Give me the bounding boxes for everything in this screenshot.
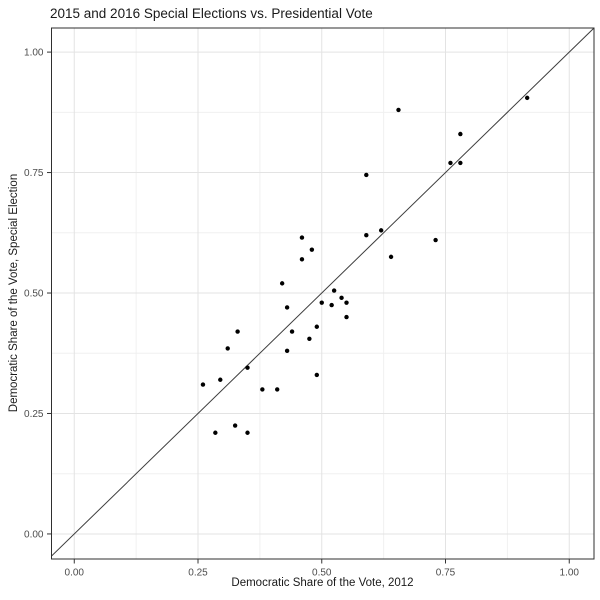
data-point: [245, 365, 250, 370]
x-tick-label: 0.25: [188, 568, 208, 579]
data-point: [458, 160, 463, 166]
data-point: [245, 430, 250, 435]
y-tick-label: 0.25: [24, 409, 44, 420]
data-point: [344, 314, 349, 320]
data-point: [329, 302, 334, 308]
y-tick-label: 1.00: [24, 48, 44, 59]
data-point: [309, 247, 315, 252]
identity-reference-line: [51, 28, 594, 557]
data-point: [299, 235, 305, 240]
data-point: [388, 254, 394, 260]
y-axis-title: Democratic Share of the Vote, Special El…: [8, 173, 20, 413]
chart-title: 2015 and 2016 Special Elections vs. Pres…: [50, 6, 373, 21]
data-point: [275, 387, 280, 392]
y-tick-label: 0.75: [24, 168, 44, 179]
data-points: [200, 95, 530, 435]
x-tick-label: 0.75: [436, 568, 456, 579]
data-point: [331, 288, 337, 293]
x-tick-label: 0.50: [312, 568, 332, 579]
x-axis-title: Democratic Share of the Vote, 2012: [231, 577, 414, 589]
data-point: [218, 377, 223, 382]
x-tick-label: 1.00: [560, 568, 580, 579]
data-point: [448, 160, 453, 166]
data-point: [339, 295, 344, 301]
data-point: [364, 172, 369, 178]
data-point: [299, 257, 305, 262]
data-point: [314, 324, 320, 329]
data-point: [232, 423, 238, 428]
x-tick-label: 0.00: [65, 568, 85, 579]
data-point: [279, 281, 285, 286]
data-point: [225, 346, 230, 351]
data-point: [433, 237, 438, 243]
data-point: [364, 232, 369, 238]
data-point: [524, 95, 530, 101]
data-point: [213, 430, 218, 435]
data-point: [314, 372, 320, 378]
data-point: [289, 329, 295, 334]
data-point: [307, 336, 312, 341]
data-point: [378, 228, 384, 233]
data-point: [235, 329, 240, 334]
data-point: [284, 348, 290, 354]
axis-tick-labels: 0.00 0.25 0.50 0.75 1.00 0.00 0.25 0.50 0.75 1.00: [24, 48, 579, 579]
data-point: [396, 107, 401, 113]
axis-tick-marks: [47, 51, 570, 564]
data-point: [319, 300, 324, 305]
data-point: [260, 387, 265, 392]
y-tick-label: 0.50: [24, 289, 44, 300]
y-tick-label: 0.00: [24, 529, 44, 540]
data-point: [284, 305, 290, 310]
data-point: [200, 382, 206, 387]
data-point: [344, 300, 349, 305]
data-point: [458, 131, 463, 137]
